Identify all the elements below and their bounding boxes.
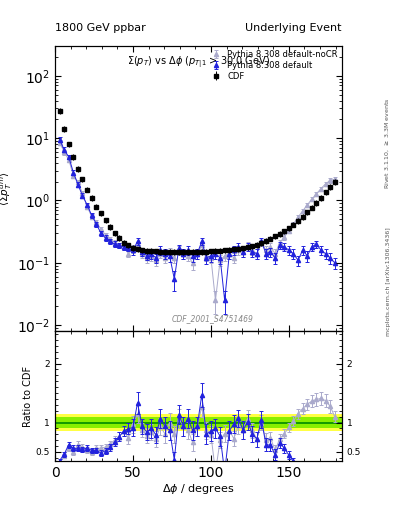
Text: Underlying Event: Underlying Event <box>245 23 342 33</box>
Legend: Pythia 8.308 default-noCR, Pythia 8.308 default, CDF: Pythia 8.308 default-noCR, Pythia 8.308 … <box>207 49 340 82</box>
Text: $\Sigma(p_T)$ vs $\Delta\phi$ ($p_{T|1}$ > 30.0 GeV): $\Sigma(p_T)$ vs $\Delta\phi$ ($p_{T|1}$… <box>127 55 270 70</box>
Text: Rivet 3.1.10, $\geq$ 3.3M events: Rivet 3.1.10, $\geq$ 3.3M events <box>384 98 391 189</box>
Y-axis label: $\langle \Sigma p_T^{um} \rangle$: $\langle \Sigma p_T^{um} \rangle$ <box>0 171 14 206</box>
Text: mcplots.cern.ch [arXiv:1306.3436]: mcplots.cern.ch [arXiv:1306.3436] <box>386 227 391 336</box>
Text: 1800 GeV ppbar: 1800 GeV ppbar <box>55 23 146 33</box>
Y-axis label: Ratio to CDF: Ratio to CDF <box>23 366 33 426</box>
X-axis label: $\Delta\phi$ / degrees: $\Delta\phi$ / degrees <box>162 482 235 497</box>
Text: CDF_2001_S4751469: CDF_2001_S4751469 <box>172 314 254 323</box>
